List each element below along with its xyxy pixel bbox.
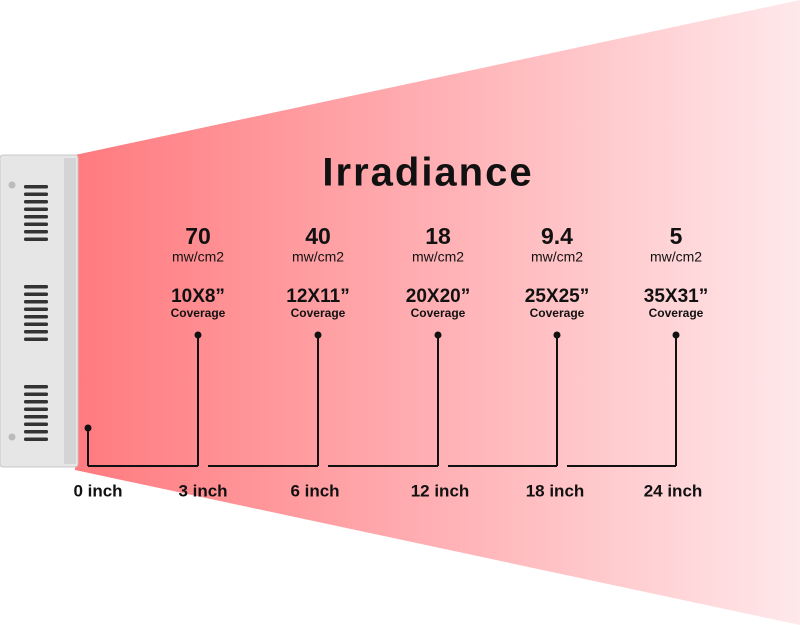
irradiance-value: 18: [425, 223, 451, 249]
distance-label: 24 inch: [644, 481, 703, 500]
vent-slot: [24, 330, 48, 334]
connector-dot: [553, 331, 561, 339]
connector-dot: [434, 331, 442, 339]
vent-slot: [24, 185, 48, 189]
vent-slot: [24, 215, 48, 219]
irradiance-value: 40: [305, 223, 331, 249]
distance-label: 18 inch: [526, 481, 585, 500]
vent-slot: [24, 400, 48, 404]
irradiance-unit: mw/cm2: [292, 249, 344, 265]
connector-dot: [314, 331, 322, 339]
vent-slot: [24, 315, 48, 319]
irradiance-unit: mw/cm2: [412, 249, 464, 265]
irradiance-unit: mw/cm2: [650, 249, 702, 265]
vent-slot: [24, 192, 48, 196]
irradiance-value: 5: [670, 223, 683, 249]
vent-slot: [24, 300, 48, 304]
coverage-size: 10X8”: [171, 286, 225, 307]
coverage-size: 20X20”: [406, 286, 470, 307]
vent-slot: [24, 392, 48, 396]
coverage-label: Coverage: [291, 306, 346, 320]
coverage-size: 25X25”: [525, 286, 589, 307]
coverage-size: 12X11”: [286, 286, 349, 307]
irradiance-value: 70: [185, 223, 211, 249]
title: Irradiance: [322, 151, 533, 195]
coverage-label: Coverage: [411, 306, 466, 320]
vent-slot: [24, 237, 48, 241]
vent-slot: [24, 322, 48, 326]
connector-dot: [672, 331, 680, 339]
vent-slot: [24, 207, 48, 211]
distance-label: 0 inch: [73, 481, 122, 500]
coverage-size: 35X31”: [644, 286, 708, 307]
coverage-label: Coverage: [530, 306, 585, 320]
vent-slot: [24, 437, 48, 441]
irradiance-unit: mw/cm2: [531, 249, 583, 265]
connector-dot: [194, 331, 202, 339]
vent-slot: [24, 285, 48, 289]
coverage-label: Coverage: [171, 306, 226, 320]
distance-label: 12 inch: [411, 481, 470, 500]
light-fixture: [0, 154, 79, 468]
coverage-label: Coverage: [649, 306, 704, 320]
vent-slot: [24, 430, 48, 434]
irradiance-unit: mw/cm2: [172, 249, 224, 265]
vent-slot: [24, 222, 48, 226]
vent-slot: [24, 385, 48, 389]
light-beam: [75, 0, 800, 625]
vent-slot: [24, 337, 48, 341]
vent-slot: [24, 407, 48, 411]
distance-label: 6 inch: [290, 481, 339, 500]
vent-slot: [24, 307, 48, 311]
distance-label: 3 inch: [178, 481, 227, 500]
irradiance-value: 9.4: [541, 223, 573, 249]
vent-slot: [24, 415, 48, 419]
vent-slot: [24, 422, 48, 426]
vent-slot: [24, 292, 48, 296]
vent-slot: [24, 230, 48, 234]
vent-slot: [24, 200, 48, 204]
